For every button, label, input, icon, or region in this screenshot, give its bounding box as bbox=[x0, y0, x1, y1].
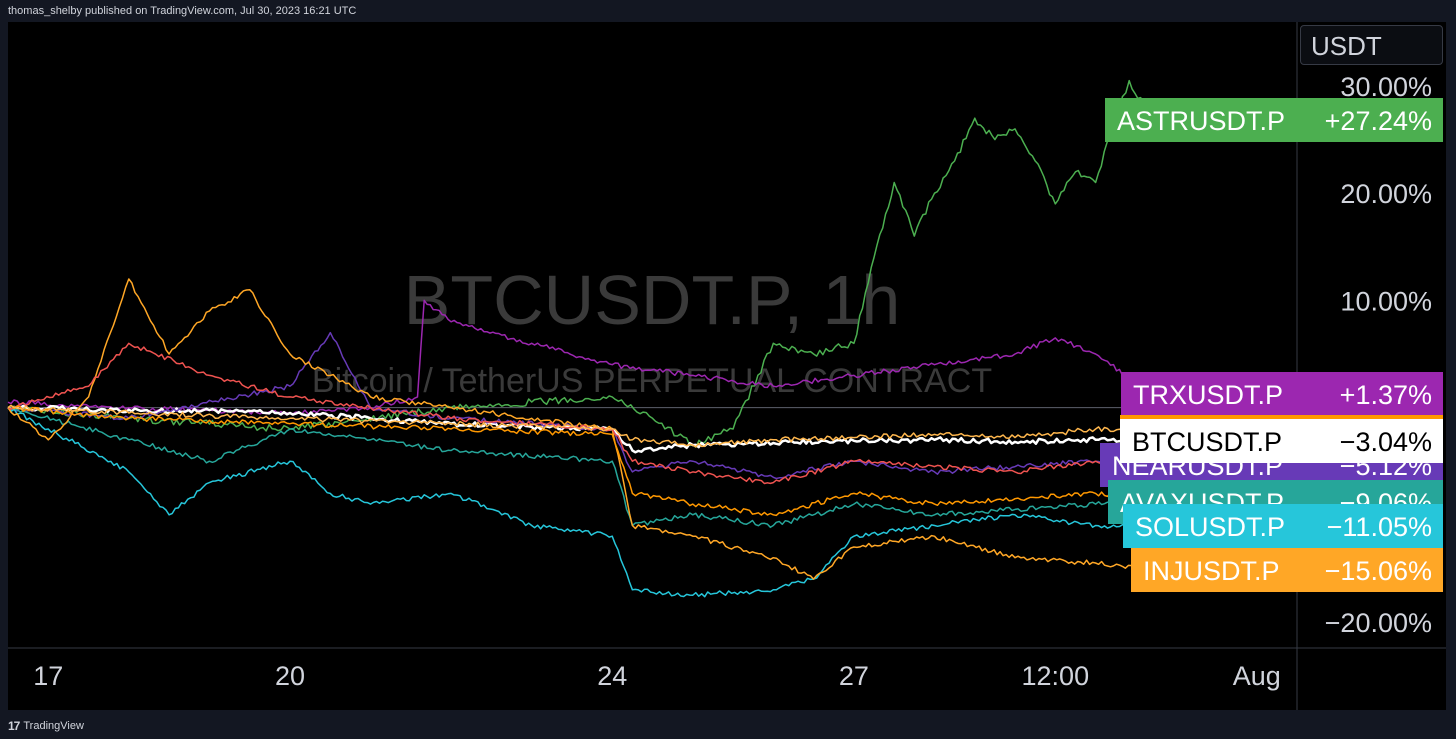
x-tick-label: Aug bbox=[1233, 661, 1281, 691]
series-line-solusdt-p[interactable] bbox=[7, 407, 1150, 598]
series-line-astrusdt-p[interactable] bbox=[7, 79, 1150, 448]
y-tick-label: −20.00% bbox=[1325, 608, 1432, 638]
series-name-btcusdt-p: BTCUSDT.P bbox=[1132, 427, 1282, 457]
tradingview-logo-icon: 17 bbox=[8, 719, 20, 733]
series-badge-trxusdt-p[interactable] bbox=[1121, 372, 1297, 416]
series-badge-injusdt-p[interactable] bbox=[1131, 548, 1297, 592]
y-tick-label: 30.00% bbox=[1340, 72, 1432, 102]
series-value-solusdt-p: −11.05% bbox=[1327, 512, 1432, 542]
series-value-injusdt-p: −15.06% bbox=[1325, 556, 1432, 586]
series-name-astrusdt-p: ASTRUSDT.P bbox=[1117, 106, 1285, 136]
footer-brand-name: TradingView bbox=[23, 720, 84, 732]
x-tick-label: 20 bbox=[275, 661, 305, 691]
series-value-btcusdt-p: −3.04% bbox=[1340, 427, 1432, 457]
series-value-trxusdt-p: +1.37% bbox=[1340, 380, 1432, 410]
footer-brand: 17 TradingView bbox=[8, 719, 84, 733]
series-name-trxusdt-p: TRXUSDT.P bbox=[1133, 380, 1283, 410]
price-scale-unit[interactable]: USDT bbox=[1300, 25, 1443, 65]
watermark-subtitle: Bitcoin / TetherUS PERPETUAL CONTRACT bbox=[312, 362, 992, 400]
series-badge-astrusdt-p[interactable] bbox=[1105, 98, 1297, 142]
series-name-solusdt-p: SOLUSDT.P bbox=[1135, 512, 1285, 542]
series-line-nearusdt-p[interactable] bbox=[7, 331, 1150, 480]
x-tick-label: 27 bbox=[839, 661, 869, 691]
series-name-injusdt-p: INJUSDT.P bbox=[1143, 556, 1280, 586]
series-line-unlabeled-8[interactable] bbox=[7, 404, 1150, 517]
value-badge-injusdt-p[interactable] bbox=[1297, 548, 1443, 592]
series-badge-btcusdt-p[interactable] bbox=[1120, 419, 1297, 463]
value-badge-trxusdt-p[interactable] bbox=[1297, 372, 1443, 416]
publisher-caption: thomas_shelby published on TradingView.c… bbox=[8, 5, 357, 17]
watermark-title: BTCUSDT.P, 1h bbox=[404, 261, 901, 339]
y-tick-label: 20.00% bbox=[1340, 179, 1432, 209]
series-badge-solusdt-p[interactable] bbox=[1123, 504, 1297, 548]
series-value-astrusdt-p: +27.24% bbox=[1325, 106, 1432, 136]
y-tick-label: 10.00% bbox=[1340, 286, 1432, 316]
badge-edge-accent bbox=[1120, 415, 1443, 419]
x-tick-label: 24 bbox=[597, 661, 627, 691]
value-badge-astrusdt-p[interactable] bbox=[1297, 98, 1443, 142]
value-badge-solusdt-p[interactable] bbox=[1297, 504, 1443, 548]
series-line-trxusdt-p[interactable] bbox=[7, 299, 1150, 415]
series-line-avaxusdt-p[interactable] bbox=[7, 407, 1150, 529]
x-tick-label: 12:00 bbox=[1022, 661, 1090, 691]
value-badge-btcusdt-p[interactable] bbox=[1297, 419, 1443, 463]
series-line-unlabeled-9[interactable] bbox=[7, 404, 1150, 448]
x-tick-label: 17 bbox=[33, 661, 63, 691]
